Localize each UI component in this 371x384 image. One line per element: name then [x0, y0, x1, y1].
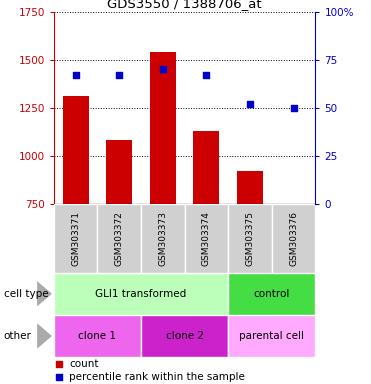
Bar — [237, 171, 263, 204]
Bar — [228, 273, 315, 315]
Text: GSM303371: GSM303371 — [71, 210, 80, 266]
Point — [56, 361, 62, 367]
Point — [73, 72, 79, 78]
Bar — [54, 315, 141, 357]
Bar — [54, 273, 228, 315]
Text: parental cell: parental cell — [239, 331, 304, 341]
Text: count: count — [69, 359, 99, 369]
Text: GSM303374: GSM303374 — [202, 211, 211, 265]
Text: GSM303375: GSM303375 — [246, 210, 255, 266]
Text: GSM303372: GSM303372 — [115, 211, 124, 265]
Bar — [141, 315, 228, 357]
Polygon shape — [37, 323, 52, 349]
Bar — [272, 204, 315, 273]
Bar — [141, 204, 184, 273]
Bar — [54, 204, 97, 273]
Text: clone 2: clone 2 — [165, 331, 204, 341]
Text: clone 1: clone 1 — [78, 331, 116, 341]
Point — [203, 72, 209, 78]
Point — [56, 374, 62, 380]
Bar — [150, 52, 176, 204]
Polygon shape — [37, 281, 52, 306]
Text: percentile rank within the sample: percentile rank within the sample — [69, 372, 245, 382]
Text: GSM303373: GSM303373 — [158, 210, 167, 266]
Point — [116, 72, 122, 78]
Text: other: other — [4, 331, 32, 341]
Text: cell type: cell type — [4, 289, 48, 299]
Bar — [62, 96, 89, 204]
Bar — [184, 204, 228, 273]
Bar — [106, 140, 132, 204]
Bar — [228, 204, 272, 273]
Point — [290, 104, 296, 111]
Bar — [193, 131, 219, 204]
Point — [160, 66, 166, 72]
Text: GSM303376: GSM303376 — [289, 210, 298, 266]
Text: control: control — [253, 289, 290, 299]
Point — [247, 101, 253, 107]
Text: GLI1 transformed: GLI1 transformed — [95, 289, 187, 299]
Bar — [97, 204, 141, 273]
Title: GDS3550 / 1388706_at: GDS3550 / 1388706_at — [107, 0, 262, 10]
Bar — [228, 315, 315, 357]
